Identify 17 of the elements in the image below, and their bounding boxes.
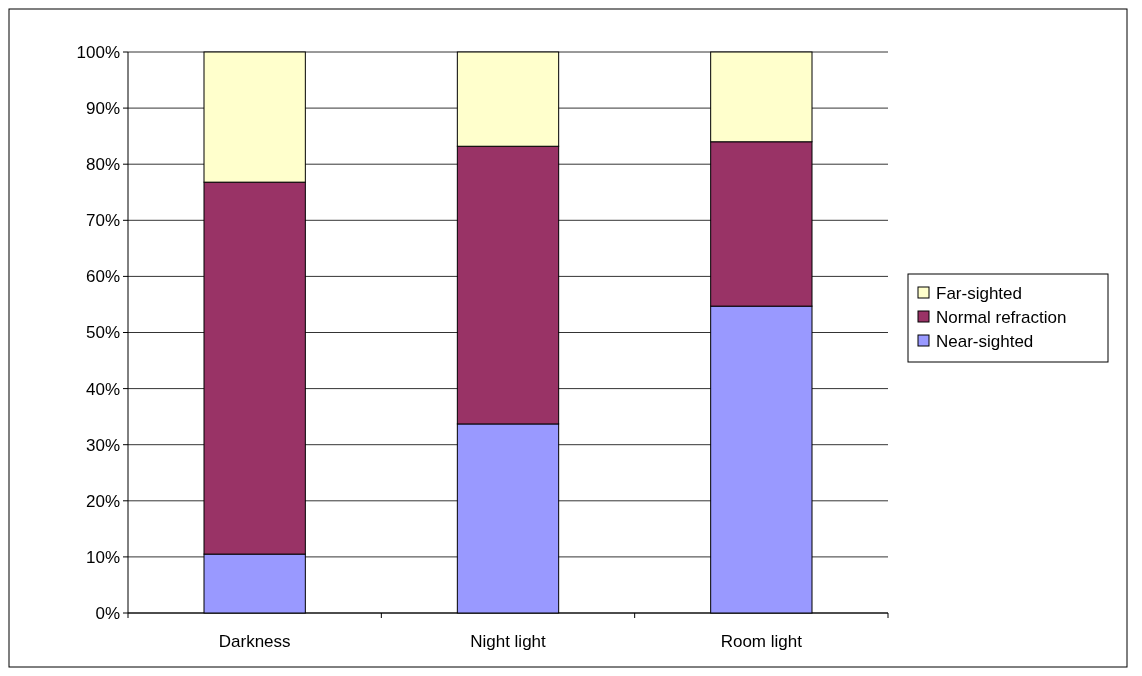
legend-label: Normal refraction xyxy=(936,307,1067,327)
y-tick-label: 90% xyxy=(85,99,120,119)
x-tick-label: Room light xyxy=(720,632,803,651)
y-tick-label: 0% xyxy=(95,603,120,623)
x-tick-label: Darkness xyxy=(218,632,291,651)
y-tick-label: 50% xyxy=(85,323,120,343)
y-tick-label: 30% xyxy=(85,435,120,455)
x-tick-label: Night light xyxy=(470,632,547,651)
y-tick-label: 20% xyxy=(85,491,120,511)
legend-label: Near-sighted xyxy=(936,331,1034,351)
y-tick-label: 100% xyxy=(76,42,120,62)
y-tick-label: 80% xyxy=(85,155,120,175)
y-tick-label: 40% xyxy=(85,379,120,399)
y-tick-label: 70% xyxy=(85,211,120,231)
legend-label: Far-sighted xyxy=(936,283,1022,303)
y-tick-label: 10% xyxy=(85,547,120,567)
y-tick-label: 60% xyxy=(85,267,120,287)
